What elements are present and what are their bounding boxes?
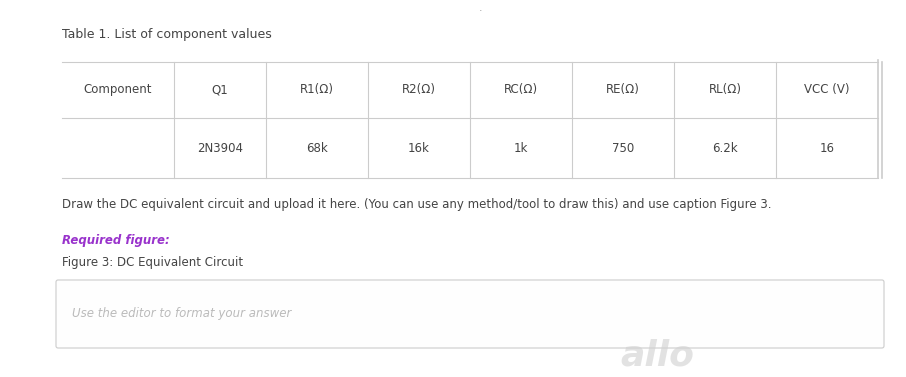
Text: R2(Ω): R2(Ω) <box>402 83 436 97</box>
Text: Figure 3: DC Equivalent Circuit: Figure 3: DC Equivalent Circuit <box>62 256 243 269</box>
Text: RE(Ω): RE(Ω) <box>606 83 640 97</box>
Text: Draw the DC equivalent circuit and upload it here. (You can use any method/tool : Draw the DC equivalent circuit and uploa… <box>62 198 772 211</box>
Text: ˙: ˙ <box>477 10 483 20</box>
Text: allo: allo <box>620 338 694 372</box>
Text: RC(Ω): RC(Ω) <box>504 83 538 97</box>
Text: 1k: 1k <box>514 141 528 155</box>
Text: Required figure:: Required figure: <box>62 234 169 247</box>
Text: Table 1. List of component values: Table 1. List of component values <box>62 28 272 41</box>
Text: RL(Ω): RL(Ω) <box>708 83 741 97</box>
Text: VCC (V): VCC (V) <box>805 83 850 97</box>
Text: 16k: 16k <box>408 141 430 155</box>
Text: 2N3904: 2N3904 <box>197 141 243 155</box>
Text: Component: Component <box>83 83 152 97</box>
Text: 16: 16 <box>820 141 834 155</box>
Text: 750: 750 <box>612 141 634 155</box>
Text: Q1: Q1 <box>211 83 228 97</box>
Text: R1(Ω): R1(Ω) <box>300 83 334 97</box>
Text: 6.2k: 6.2k <box>712 141 737 155</box>
Text: 68k: 68k <box>306 141 328 155</box>
FancyBboxPatch shape <box>56 280 884 348</box>
Text: Use the editor to format your answer: Use the editor to format your answer <box>72 308 292 320</box>
